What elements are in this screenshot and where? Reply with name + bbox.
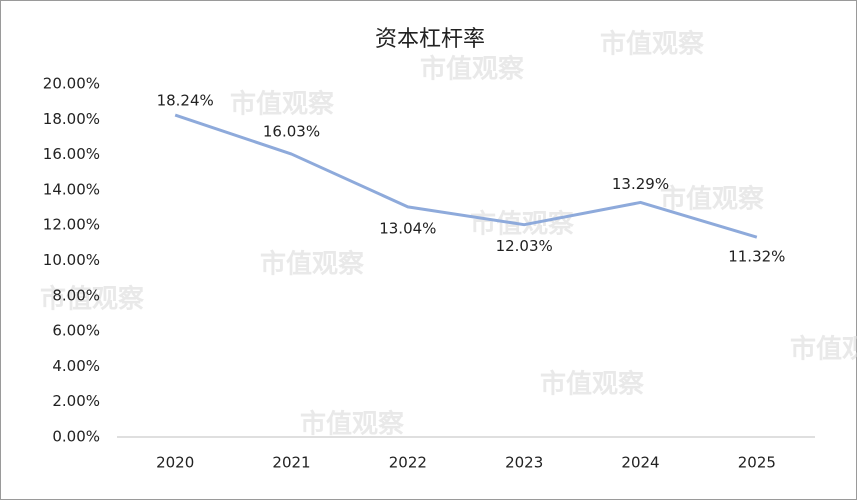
watermark: 市值观察 [790, 334, 857, 365]
data-label: 18.24% [157, 92, 214, 110]
y-tick-label: 16.00% [43, 145, 100, 163]
data-label: 11.32% [728, 248, 785, 266]
series-line [174, 113, 758, 239]
data-label: 13.29% [612, 175, 669, 193]
watermark: 市值观察 [230, 89, 335, 120]
y-tick-label: 2.00% [52, 392, 100, 410]
x-tick-label: 2022 [389, 454, 427, 472]
y-tick-label: 20.00% [43, 75, 100, 93]
x-tick-label: 2024 [621, 454, 659, 472]
x-tick-label: 2025 [738, 454, 776, 472]
watermark: 市值观察 [40, 284, 145, 315]
y-tick-label: 0.00% [52, 428, 100, 446]
data-label: 13.04% [379, 219, 436, 237]
watermark: 市值观察 [260, 249, 365, 280]
data-label: 16.03% [263, 123, 320, 141]
y-tick-label: 8.00% [52, 286, 100, 304]
chart-title: 资本杠杆率 [375, 27, 485, 52]
y-tick-label: 12.00% [43, 216, 100, 234]
y-tick-label: 18.00% [43, 110, 100, 128]
x-tick-label: 2020 [156, 454, 194, 472]
x-tick-label: 2023 [505, 454, 543, 472]
watermark: 市值观察 [300, 409, 405, 440]
watermark: 市值观察 [660, 184, 765, 215]
y-tick-label: 4.00% [52, 357, 100, 375]
y-tick-label: 10.00% [43, 251, 100, 269]
y-tick-label: 6.00% [52, 322, 100, 340]
watermark: 市值观察 [600, 29, 705, 60]
watermark: 市值观察 [540, 369, 645, 400]
watermark: 市值观察 [420, 54, 525, 85]
y-tick-label: 14.00% [43, 180, 100, 198]
data-label: 12.03% [496, 237, 553, 255]
x-tick-label: 2021 [272, 454, 310, 472]
